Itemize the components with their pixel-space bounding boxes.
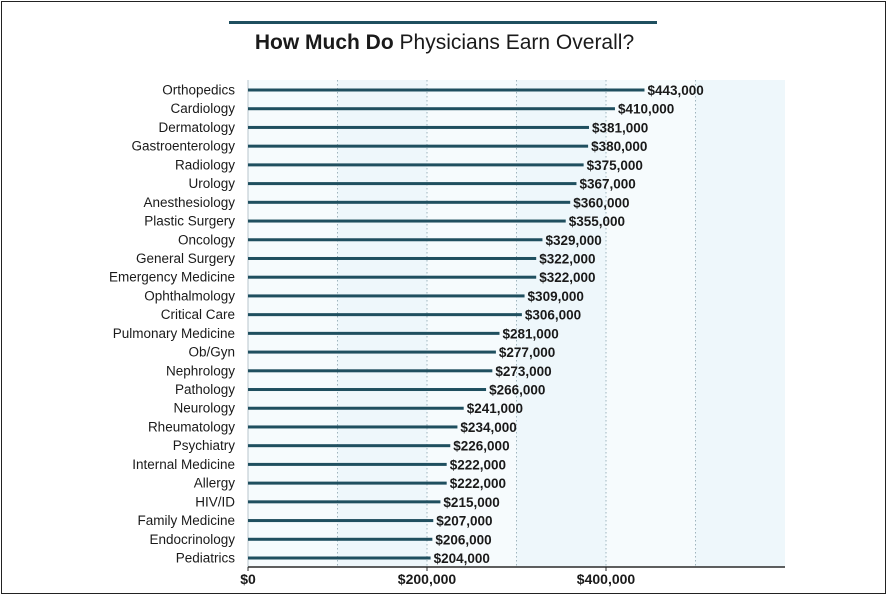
category-label: Radiology xyxy=(175,157,235,172)
bar xyxy=(248,519,434,523)
x-tick-label: $400,000 xyxy=(577,571,636,587)
value-label: $329,000 xyxy=(545,233,601,248)
bar xyxy=(248,163,584,167)
value-label: $273,000 xyxy=(495,364,551,379)
value-label: $309,000 xyxy=(528,289,584,304)
value-label: $380,000 xyxy=(591,139,647,154)
bar xyxy=(248,125,589,129)
bar xyxy=(248,369,493,373)
chart-title: How Much Do Physicians Earn Overall? xyxy=(0,31,889,55)
x-tick-label: $200,000 xyxy=(398,571,457,587)
value-label: $281,000 xyxy=(502,326,558,341)
bar xyxy=(248,200,571,204)
bar xyxy=(248,88,645,92)
value-label: $443,000 xyxy=(647,83,703,98)
category-label: General Surgery xyxy=(136,251,235,266)
bar xyxy=(248,182,577,186)
value-label: $226,000 xyxy=(453,439,509,454)
bar xyxy=(248,406,464,410)
category-label: Urology xyxy=(188,176,235,191)
value-label: $241,000 xyxy=(467,401,523,416)
category-label: Plastic Surgery xyxy=(144,214,235,229)
bar xyxy=(248,313,522,317)
value-label: $410,000 xyxy=(618,102,674,117)
bar xyxy=(248,331,500,335)
value-label: $207,000 xyxy=(436,514,492,529)
category-label: Pathology xyxy=(175,382,235,397)
bar xyxy=(248,294,525,298)
bar xyxy=(248,462,447,466)
value-label: $204,000 xyxy=(434,551,490,566)
bar xyxy=(248,219,566,223)
value-label: $360,000 xyxy=(573,195,629,210)
bar xyxy=(248,537,433,541)
plot-band xyxy=(695,80,785,567)
category-label: Oncology xyxy=(178,232,235,247)
value-label: $306,000 xyxy=(525,308,581,323)
category-label: Anesthesiology xyxy=(143,195,235,210)
plot-band xyxy=(427,80,517,567)
category-label: Gastroenterology xyxy=(131,139,235,154)
bar xyxy=(248,500,441,504)
plot-band xyxy=(516,80,606,567)
value-label: $381,000 xyxy=(592,120,648,135)
bar xyxy=(248,275,537,279)
bar xyxy=(248,256,537,260)
value-label: $367,000 xyxy=(579,177,635,192)
category-label: Pediatrics xyxy=(176,551,236,566)
value-label: $222,000 xyxy=(450,457,506,472)
bar xyxy=(248,556,431,560)
category-label: Nephrology xyxy=(166,363,235,378)
category-label: Dermatology xyxy=(158,120,235,135)
category-label: Emergency Medicine xyxy=(109,270,235,285)
value-label: $322,000 xyxy=(539,270,595,285)
plot-band xyxy=(248,80,338,567)
bar xyxy=(248,144,589,148)
category-label: Ophthalmology xyxy=(144,288,235,303)
category-label: Family Medicine xyxy=(137,513,235,528)
category-label: Rheumatology xyxy=(148,419,235,434)
x-tick-label: $0 xyxy=(240,571,256,587)
value-label: $266,000 xyxy=(489,383,545,398)
value-label: $375,000 xyxy=(587,158,643,173)
category-label: Pulmonary Medicine xyxy=(113,326,235,341)
plot-band xyxy=(606,80,696,567)
category-label: Neurology xyxy=(173,401,235,416)
value-label: $222,000 xyxy=(450,476,506,491)
category-label: Internal Medicine xyxy=(132,457,235,472)
value-label: $206,000 xyxy=(435,532,491,547)
chart-title-bold: How Much Do xyxy=(254,31,394,54)
value-label: $234,000 xyxy=(460,420,516,435)
value-label: $322,000 xyxy=(539,251,595,266)
bar xyxy=(248,481,447,485)
category-label: Orthopedics xyxy=(162,83,235,98)
category-label: Endocrinology xyxy=(149,532,235,547)
value-label: $215,000 xyxy=(443,495,499,510)
bar xyxy=(248,388,487,392)
chart-title-rest: Physicians Earn Overall? xyxy=(393,31,635,54)
category-label: Ob/Gyn xyxy=(188,345,235,360)
category-label: Psychiatry xyxy=(173,438,236,453)
bar xyxy=(248,425,458,429)
category-label: Allergy xyxy=(194,476,236,491)
bar xyxy=(248,238,543,242)
plot-band xyxy=(337,80,427,567)
bar xyxy=(248,107,615,111)
title-rule xyxy=(229,21,657,24)
category-label: HIV/ID xyxy=(195,494,235,509)
category-label: Cardiology xyxy=(170,101,235,116)
value-label: $277,000 xyxy=(499,345,555,360)
bar xyxy=(248,350,496,354)
bar xyxy=(248,444,451,448)
value-label: $355,000 xyxy=(569,214,625,229)
category-label: Critical Care xyxy=(161,307,235,322)
